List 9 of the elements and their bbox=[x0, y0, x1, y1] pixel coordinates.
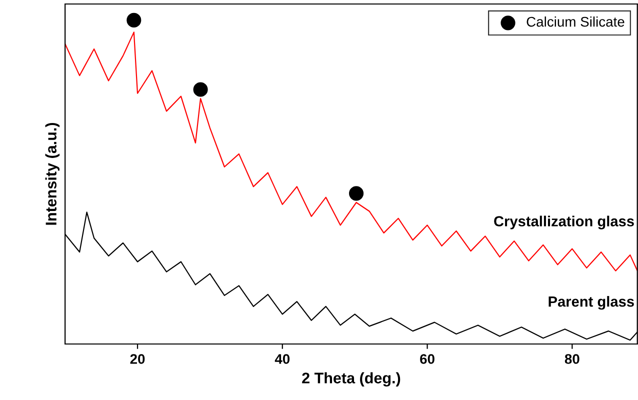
x-tick-label: 60 bbox=[420, 354, 434, 364]
x-tick-label: 80 bbox=[564, 354, 580, 364]
series-label: Parent glass bbox=[548, 296, 634, 310]
x-tick-label: 20 bbox=[130, 354, 145, 364]
x-tick-label: 40 bbox=[274, 354, 290, 364]
series-label: Crystallization glass bbox=[494, 216, 634, 230]
legend-label: Calcium Silicate bbox=[526, 16, 624, 27]
x-axis-title: 2 Theta (deg.) bbox=[302, 372, 400, 387]
y-axis-title: Intensity (a.u.) bbox=[45, 122, 60, 225]
